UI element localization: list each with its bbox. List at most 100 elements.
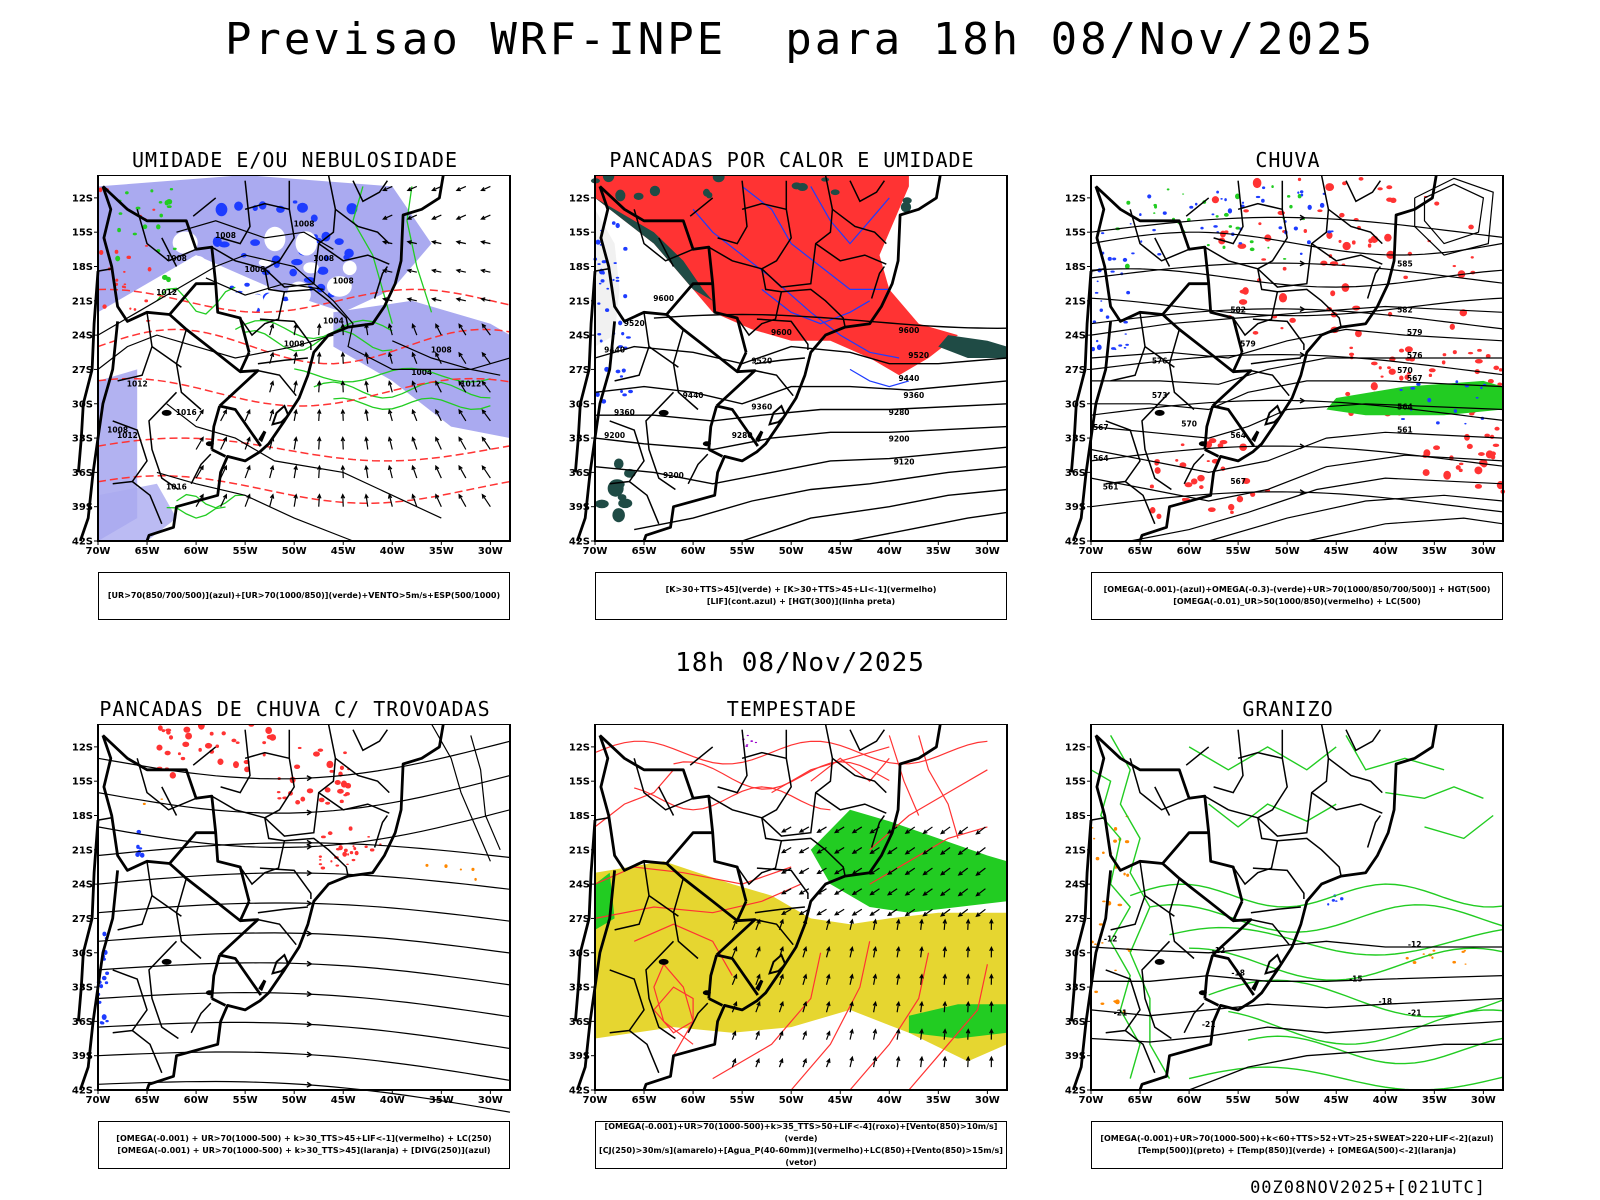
state-border: [263, 724, 337, 837]
rain-red-cell: [1470, 256, 1474, 259]
rain-red-cell: [1351, 240, 1356, 245]
pacific-coastline: [1070, 819, 1093, 1022]
rain-red-cell: [1355, 329, 1362, 338]
humidity-green-andes-cell: [172, 247, 177, 251]
isobars-line: [156, 471, 354, 542]
lat-tick-label: 36S: [1065, 468, 1086, 479]
rain-red-se-cell: [1433, 445, 1440, 451]
storm-red-cell: [157, 725, 163, 731]
state-border: [1250, 357, 1301, 365]
state-border: [1144, 345, 1175, 368]
state-border: [1168, 878, 1195, 960]
country-border: [665, 862, 748, 923]
storm-red-3-cell: [364, 845, 368, 849]
wind-vector: [895, 973, 901, 985]
rain-red-cell: [1341, 283, 1350, 292]
humidity-blue-cell: [244, 282, 250, 287]
wind-vector: [435, 351, 442, 364]
storm-red-cell: [233, 761, 239, 769]
lat-tick-label: 30S: [569, 948, 590, 959]
instability-green-cell: [830, 189, 840, 196]
rain-blue-band-cell: [1416, 382, 1421, 386]
state-border: [136, 209, 197, 262]
lat-tick-label: 21S: [72, 845, 93, 856]
rain-blue-andes-cell: [1114, 348, 1117, 351]
model-run-stamp: 00Z08NOV2025+[021UTC]: [1250, 1178, 1486, 1198]
pacific-coastline: [574, 270, 597, 473]
geopotential-300-line: [595, 403, 1008, 422]
contour-label: -12: [1104, 934, 1118, 943]
hail-blue-cell: [1335, 900, 1338, 902]
rain-green-cell: [1297, 194, 1302, 199]
coastline-and-borders: [1070, 175, 1438, 542]
wind-vector: [411, 493, 418, 507]
storm-red-3-cell: [353, 847, 357, 851]
wind-vector: [872, 1000, 878, 1013]
storm-orange: [425, 863, 477, 881]
storm-orange-north: [142, 798, 164, 806]
instability-green-cell: [821, 177, 830, 182]
lifted-index-blue-cell: [595, 391, 600, 397]
wind-vector: [975, 867, 986, 876]
thickness-500-1000-line: [97, 288, 511, 313]
state-border: [352, 180, 389, 203]
wind-vector: [244, 408, 251, 422]
stream-arrow: [306, 775, 313, 782]
country-border: [1212, 953, 1255, 996]
state-border: [689, 746, 714, 766]
wind-vector: [755, 973, 761, 985]
instability-green-south-cell: [613, 458, 624, 470]
contour-label: 573: [1152, 391, 1168, 400]
country-border: [707, 405, 718, 450]
storm-red-2-cell: [343, 751, 347, 755]
humidity-blue-cell: [346, 203, 358, 215]
wind-vector: [919, 973, 924, 985]
omega-orange-cell: [1114, 1000, 1119, 1004]
rain-red-se-cell: [1484, 433, 1491, 438]
temp-500-black: [1090, 940, 1504, 1091]
rain-red-cell: [1211, 196, 1220, 204]
severe-purple-cell: [754, 741, 758, 744]
state-border: [633, 209, 694, 262]
state-border: [112, 420, 148, 485]
contour-label: 576: [1407, 351, 1423, 360]
legend-line: [OMEGA(-0.001)+UR>70(1000-500)+k>35_TTS>…: [604, 1122, 998, 1143]
lifted-index-blue-cell: [612, 278, 615, 282]
country-border: [598, 185, 713, 323]
state-border: [609, 969, 645, 1034]
wind-vector: [778, 1030, 784, 1040]
lifted-index-blue-cell: [595, 239, 601, 245]
lat-tick-label: 21S: [72, 296, 93, 307]
stream-arrow: [306, 900, 313, 907]
geopotential-500-line: [1091, 380, 1504, 411]
humidity-green-andes-cell: [150, 189, 154, 193]
rain-red-ocean-cell: [1487, 378, 1494, 384]
humidity-blue-cell: [317, 266, 329, 275]
wind-vector: [755, 946, 761, 958]
rain-blue-band-cell: [1410, 386, 1416, 390]
coastline: [642, 175, 942, 542]
lon-tick-label: 30W: [1471, 1095, 1496, 1106]
omega-orange-ocean-cell: [1431, 956, 1434, 959]
rain-red-ocean-cell: [1477, 348, 1482, 352]
state-border: [318, 242, 390, 265]
wind-vector: [942, 918, 948, 930]
storm-red-3-cell: [327, 831, 333, 836]
state-border: [161, 786, 178, 816]
wind-vector: [965, 918, 971, 930]
lagoon: [271, 404, 290, 426]
rain-red-se-cell: [1458, 462, 1464, 466]
wind-vector: [849, 1000, 854, 1013]
state-border: [1366, 815, 1382, 848]
lon-tick-label: 45W: [331, 1095, 356, 1106]
lagoon-mirim: [1251, 979, 1260, 992]
stream-arrow: [306, 960, 313, 967]
state-border: [1252, 318, 1305, 350]
lat-tick-label: 39S: [72, 1051, 93, 1062]
wind-vector: [340, 408, 346, 421]
temp-850-green-line: [1208, 979, 1504, 1018]
wind-vector: [244, 436, 251, 450]
divergence-blue-cell: [105, 1019, 109, 1023]
lat-tick-label: 12S: [1065, 193, 1086, 204]
